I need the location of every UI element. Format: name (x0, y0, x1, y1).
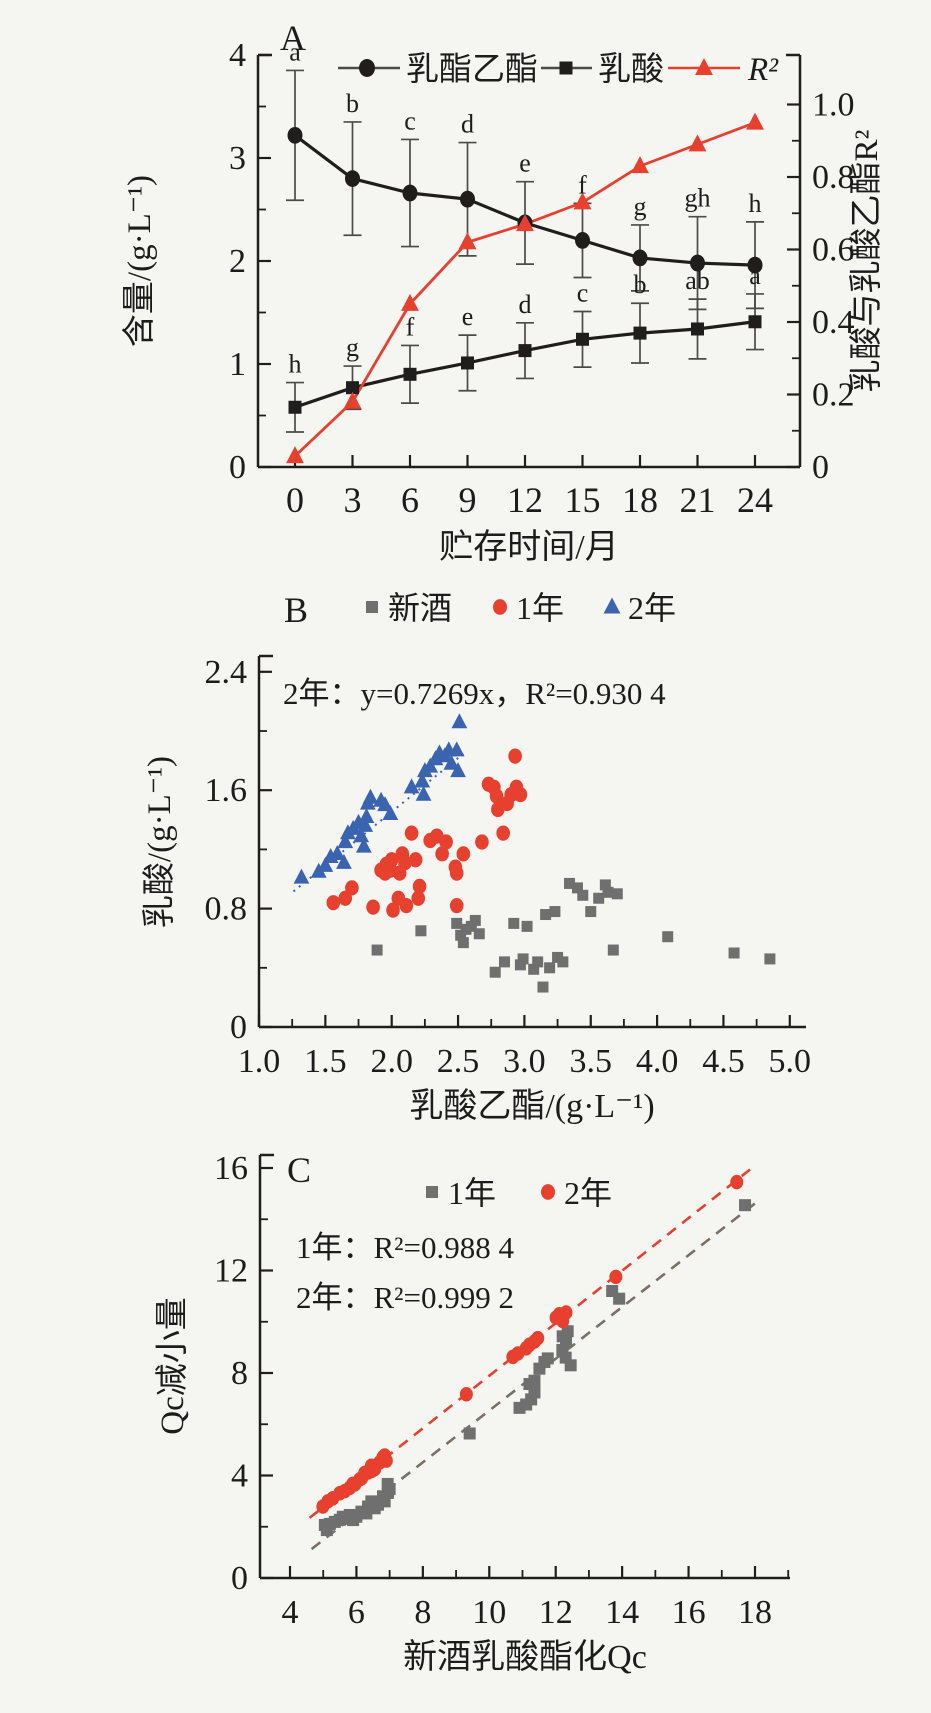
svg-text:16: 16 (672, 1594, 706, 1631)
svg-text:b: b (634, 270, 647, 299)
svg-text:2年：y=0.7269x，R²=0.930 4: 2年：y=0.7269x，R²=0.930 4 (283, 676, 666, 711)
svg-text:1: 1 (229, 346, 246, 383)
svg-text:2.4: 2.4 (205, 654, 248, 691)
svg-text:Qc减小量: Qc减小量 (155, 1297, 191, 1434)
svg-text:0: 0 (230, 1009, 247, 1046)
svg-text:新酒乳酸酯化Qc: 新酒乳酸酯化Qc (403, 1638, 647, 1676)
svg-text:4: 4 (282, 1594, 299, 1631)
svg-text:h: h (749, 189, 762, 218)
svg-text:0: 0 (286, 480, 304, 520)
svg-text:24: 24 (737, 480, 773, 520)
svg-text:12: 12 (214, 1253, 248, 1290)
svg-text:f: f (406, 312, 415, 341)
svg-text:8: 8 (414, 1594, 431, 1631)
svg-text:21: 21 (680, 480, 716, 520)
svg-text:2年: 2年 (564, 1175, 612, 1211)
svg-text:3.5: 3.5 (570, 1043, 613, 1080)
svg-text:1年: 1年 (448, 1175, 496, 1211)
svg-text:0.4: 0.4 (812, 304, 855, 341)
svg-text:2: 2 (229, 243, 246, 280)
svg-text:18: 18 (738, 1594, 772, 1631)
svg-text:0: 0 (231, 1560, 248, 1597)
svg-text:乳酸/(g·L⁻¹): 乳酸/(g·L⁻¹) (141, 756, 178, 928)
svg-text:0.8: 0.8 (812, 159, 855, 196)
svg-text:1年: 1年 (516, 590, 564, 626)
svg-text:0.2: 0.2 (812, 377, 855, 414)
svg-text:4: 4 (231, 1458, 248, 1495)
svg-text:贮存时间/月: 贮存时间/月 (439, 528, 618, 566)
svg-text:含量/(g·L⁻¹): 含量/(g·L⁻¹) (121, 175, 158, 347)
svg-text:A: A (280, 18, 306, 58)
svg-text:12: 12 (539, 1594, 573, 1631)
svg-text:g: g (346, 333, 359, 362)
svg-text:1.5: 1.5 (304, 1043, 347, 1080)
svg-text:4.5: 4.5 (702, 1043, 745, 1080)
svg-text:e: e (462, 302, 474, 331)
svg-text:乳酸: 乳酸 (598, 51, 664, 88)
svg-text:g: g (634, 192, 647, 221)
svg-text:R²: R² (747, 52, 779, 88)
svg-text:6: 6 (348, 1594, 365, 1631)
svg-text:2.0: 2.0 (370, 1043, 413, 1080)
svg-text:3.0: 3.0 (503, 1043, 546, 1080)
svg-text:3: 3 (344, 480, 362, 520)
svg-text:0: 0 (229, 449, 246, 486)
svg-text:乳酸与乳酸乙酯R²: 乳酸与乳酸乙酯R² (848, 129, 885, 392)
svg-text:e: e (519, 149, 531, 178)
svg-text:2年: 2年 (628, 590, 676, 626)
svg-text:d: d (461, 110, 474, 139)
svg-text:6: 6 (401, 480, 419, 520)
svg-text:5.0: 5.0 (769, 1043, 812, 1080)
svg-text:10: 10 (472, 1594, 506, 1631)
svg-text:gh: gh (685, 184, 711, 213)
panel-b: 0 0.8 1.6 2.4 1.0 1.5 2.0 2.5 3.0 3.5 4.0 4.5 5.0 乳酸乙… (141, 590, 811, 1125)
svg-text:c: c (577, 278, 589, 307)
svg-text:ab: ab (685, 266, 710, 295)
svg-text:12: 12 (507, 480, 543, 520)
svg-text:3: 3 (229, 140, 246, 177)
svg-text:1年：R²=0.988 4: 1年：R²=0.988 4 (296, 1230, 514, 1265)
svg-text:2.5: 2.5 (437, 1043, 480, 1080)
svg-text:4: 4 (229, 37, 246, 74)
svg-text:B: B (284, 590, 308, 630)
svg-text:C: C (287, 1150, 311, 1190)
svg-text:乳酯乙酯: 乳酯乙酯 (406, 51, 538, 88)
svg-text:h: h (289, 350, 302, 379)
svg-text:9: 9 (459, 480, 477, 520)
svg-text:1.0: 1.0 (238, 1043, 281, 1080)
svg-text:新酒: 新酒 (388, 590, 452, 626)
svg-text:d: d (519, 290, 532, 319)
svg-text:0.6: 0.6 (812, 232, 855, 269)
svg-text:18: 18 (622, 480, 658, 520)
svg-text:0: 0 (812, 449, 829, 486)
svg-text:1.6: 1.6 (205, 772, 248, 809)
svg-text:15: 15 (565, 480, 601, 520)
svg-text:b: b (346, 89, 359, 118)
svg-text:4.0: 4.0 (636, 1043, 679, 1080)
svg-text:14: 14 (605, 1594, 639, 1631)
svg-text:2年：R²=0.999 2: 2年：R²=0.999 2 (296, 1280, 514, 1315)
svg-text:f: f (578, 170, 587, 199)
svg-text:16: 16 (214, 1150, 248, 1187)
svg-text:乳酸乙酯/(g·L⁻¹): 乳酸乙酯/(g·L⁻¹) (409, 1087, 654, 1125)
svg-text:8: 8 (231, 1355, 248, 1392)
svg-text:a: a (749, 261, 761, 290)
svg-text:1.0: 1.0 (812, 87, 855, 124)
svg-text:c: c (404, 106, 416, 135)
svg-text:a: a (289, 37, 301, 66)
svg-text:0.8: 0.8 (205, 891, 248, 928)
